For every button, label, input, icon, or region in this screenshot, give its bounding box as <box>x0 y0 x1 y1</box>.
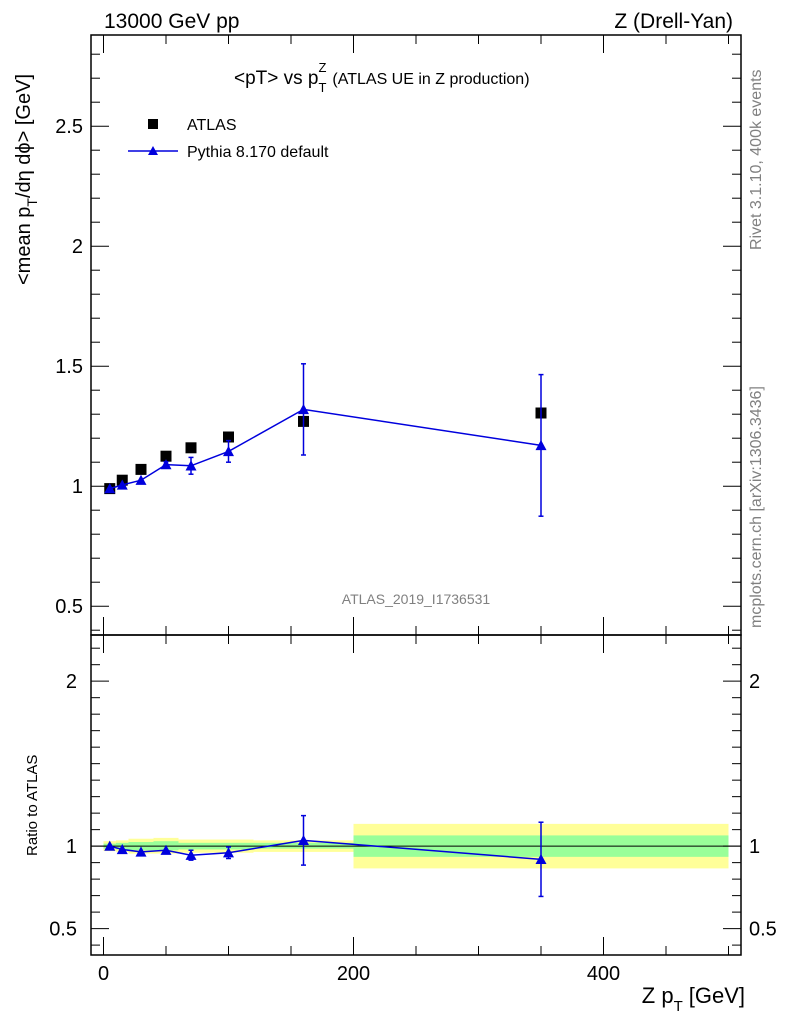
atlas-point <box>135 463 147 475</box>
xtick-label: 400 <box>587 963 620 985</box>
atlas-point <box>185 442 197 454</box>
analysis-tag: ATLAS_2019_I1736531 <box>342 591 491 607</box>
main-axes: 0.5 1 1.5 2 2.5 <box>55 35 741 635</box>
ratio-pythia-point <box>104 840 116 851</box>
atlas-point <box>160 450 172 462</box>
main-ytick-label: 1 <box>72 476 83 498</box>
xtick-label: 0 <box>98 963 109 985</box>
ratio-ytick-label-left: 1 <box>66 836 77 858</box>
legend-pythia-marker <box>148 146 158 155</box>
ratio-pythia-point <box>135 846 147 857</box>
ratio-axes: 0.5 0.5 1 1 2 2 0 200 400 <box>49 635 777 985</box>
process-label: Z (Drell-Yan) <box>614 10 733 33</box>
main-series <box>104 363 547 517</box>
ratio-ytick-label-left: 2 <box>66 671 77 693</box>
ratio-ytick-label-right: 0.5 <box>749 919 777 941</box>
pythia-point <box>535 439 547 451</box>
legend-atlas-marker <box>148 119 158 129</box>
main-ytick-label: 0.5 <box>55 596 83 618</box>
mcplots-label: mcplots.cern.ch [arXiv:1306.3436] <box>748 386 765 628</box>
pythia-point <box>185 460 197 471</box>
beam-label: 13000 GeV pp <box>104 10 239 33</box>
ratio-pythia-point <box>185 849 197 860</box>
rivet-label: Rivet 3.1.10, 400k events <box>748 69 765 250</box>
chart-title: <pT> vs pTZ(ATLAS UE in Z production) <box>234 60 530 95</box>
ratio-frame <box>90 634 742 956</box>
main-ytick-label: 1.5 <box>55 356 83 378</box>
ratio-series <box>104 814 547 898</box>
ratio-pythia-point <box>160 844 172 855</box>
legend: ATLAS Pythia 8.170 default <box>128 117 329 161</box>
ratio-pythia-point <box>535 853 547 865</box>
pythia-point <box>160 459 172 470</box>
pythia-point <box>116 479 128 490</box>
main-ytick-label: 2 <box>72 236 83 258</box>
ratio-ytick-label-right: 1 <box>749 836 760 858</box>
pythia-point <box>135 474 147 485</box>
legend-pythia-label: Pythia 8.170 default <box>187 144 329 161</box>
pythia-line <box>109 408 542 490</box>
x-axis-label: Z pT [GeV] <box>642 983 745 1015</box>
xtick-label: 200 <box>337 963 370 985</box>
main-ytick-label: 2.5 <box>55 116 83 138</box>
pythia-point <box>298 403 309 415</box>
pythia-point <box>223 445 234 457</box>
ratio-ytick-label-left: 0.5 <box>49 919 77 941</box>
ratio-pythia-point <box>223 847 234 858</box>
ratio-y-axis-label: Ratio to ATLAS <box>24 755 41 856</box>
ratio-pythia-point <box>298 834 309 846</box>
atlas-point <box>223 431 234 443</box>
y-axis-label: <mean pT/dη dϕ> [GeV] <box>13 74 40 285</box>
ratio-pythia-point <box>116 843 128 855</box>
pythia-point <box>104 483 116 494</box>
legend-atlas-label: ATLAS <box>187 117 237 134</box>
ratio-ytick-label-right: 2 <box>749 671 760 693</box>
